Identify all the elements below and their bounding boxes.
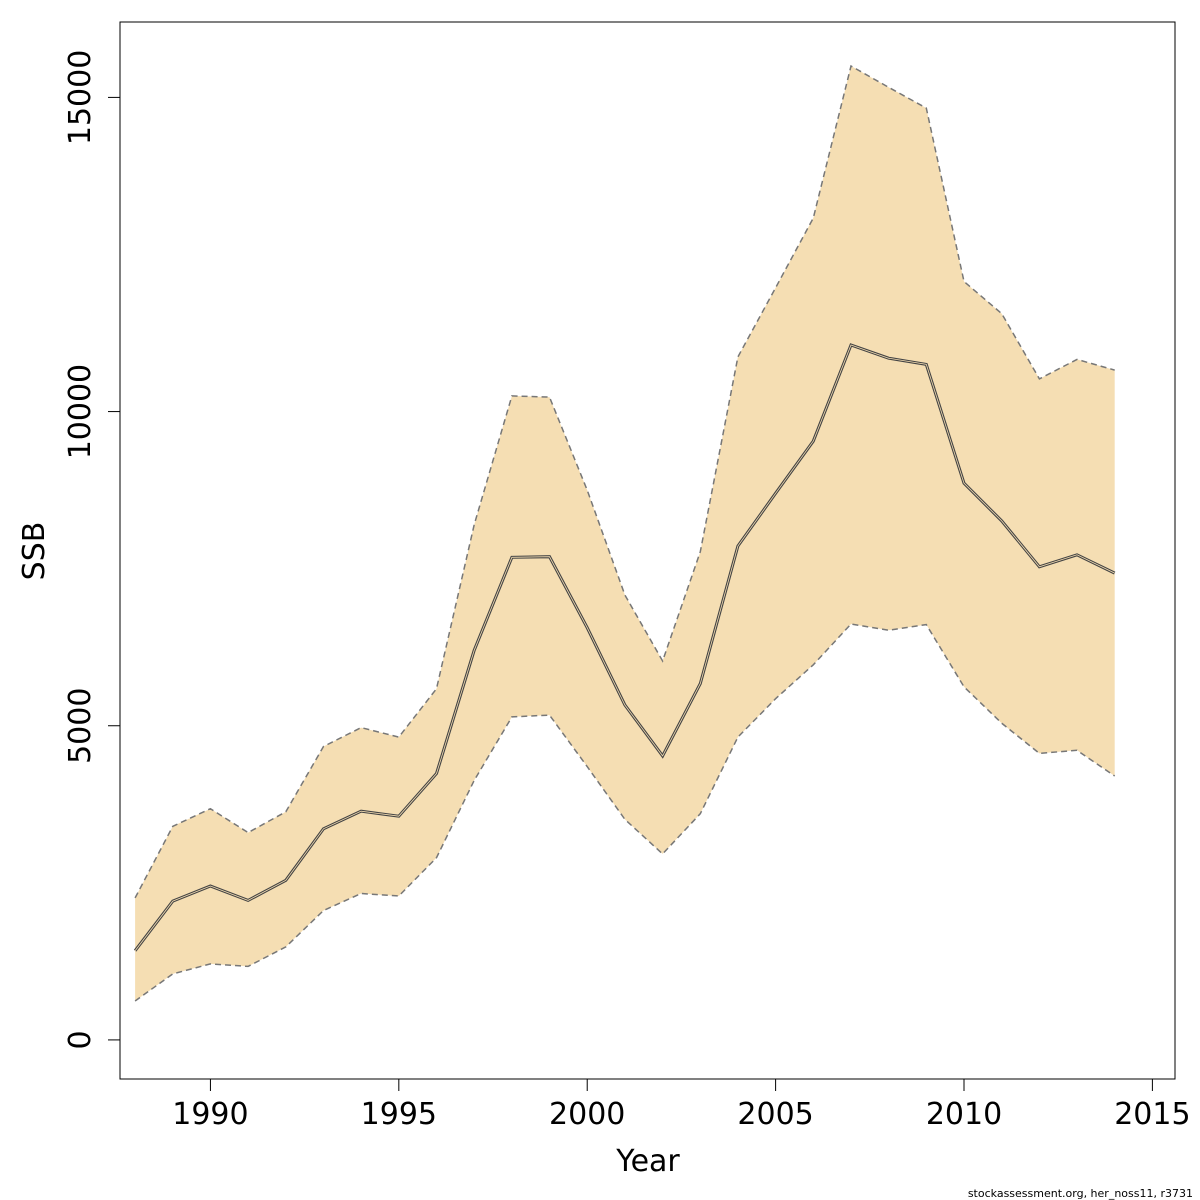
x-axis-title: Year — [615, 1144, 680, 1179]
y-tick-label-0: 0 — [63, 1030, 98, 1049]
y-axis-title: SSB — [17, 522, 52, 581]
footer-credit: stockassessment.org, her_noss11, r3731 — [968, 1187, 1193, 1200]
confidence-band-layer — [135, 66, 1115, 1001]
x-tick-label-2015: 2015 — [1114, 1097, 1190, 1132]
x-tick-label-2005: 2005 — [737, 1097, 813, 1132]
x-tick-label-1990: 1990 — [172, 1097, 248, 1132]
lower-bound-line — [134, 623, 1116, 1002]
line-layer — [133, 64, 1116, 1002]
confidence-band — [135, 66, 1115, 1001]
y-tick-label-10000: 10000 — [63, 364, 98, 459]
x-tick-label-1995: 1995 — [361, 1097, 437, 1132]
upper-bound-line — [134, 64, 1115, 899]
y-tick-label-15000: 15000 — [63, 50, 98, 145]
x-tick-label-2010: 2010 — [926, 1097, 1002, 1132]
x-tick-label-2000: 2000 — [549, 1097, 625, 1132]
y-axis: 0 5000 10000 15000 — [63, 50, 121, 1049]
x-axis: 1990 1995 2000 2005 2010 2015 — [172, 1078, 1191, 1132]
y-tick-label-5000: 5000 — [63, 688, 98, 764]
ssb-estimate-line-inner — [134, 344, 1115, 951]
